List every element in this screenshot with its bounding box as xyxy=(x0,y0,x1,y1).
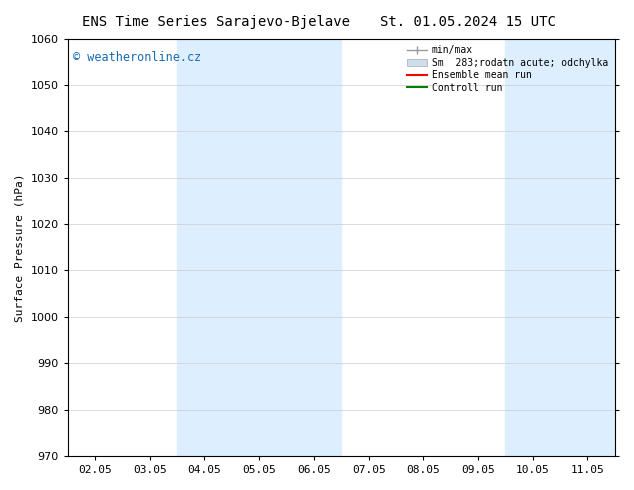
Legend: min/max, Sm  283;rodatn acute; odchylka, Ensemble mean run, Controll run: min/max, Sm 283;rodatn acute; odchylka, … xyxy=(406,44,610,95)
Text: ENS Time Series Sarajevo-Bjelave: ENS Time Series Sarajevo-Bjelave xyxy=(82,15,351,29)
Bar xyxy=(177,39,341,456)
Bar xyxy=(505,39,615,456)
Y-axis label: Surface Pressure (hPa): Surface Pressure (hPa) xyxy=(15,173,25,321)
Text: © weatheronline.cz: © weatheronline.cz xyxy=(73,51,202,64)
Text: St. 01.05.2024 15 UTC: St. 01.05.2024 15 UTC xyxy=(380,15,556,29)
